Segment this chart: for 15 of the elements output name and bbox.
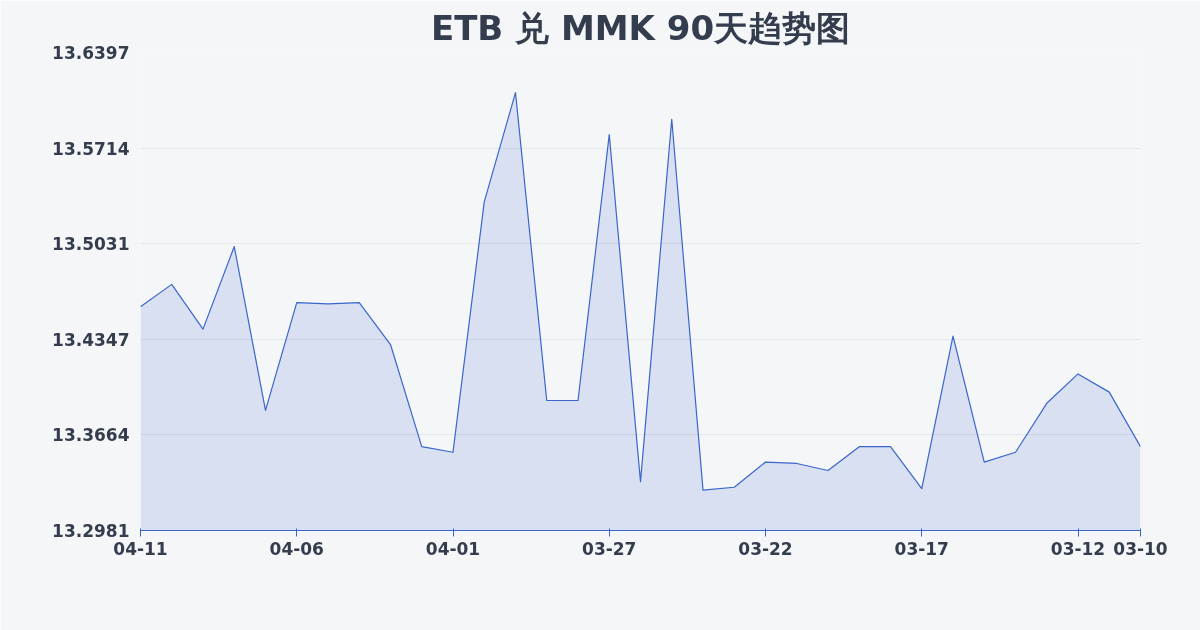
y-tick-label: 13.5714 (52, 138, 130, 159)
x-tick-label: 04-01 (425, 538, 481, 559)
chart-title: ETB 兑 MMK 90天趋势图 (430, 7, 851, 48)
y-tick-label: 13.6397 (52, 43, 130, 63)
x-tick-label: 03-17 (894, 538, 949, 559)
x-tick-label: 04-06 (269, 538, 324, 559)
y-tick-label: 13.4347 (52, 329, 130, 350)
x-tick-label: 03-27 (582, 538, 637, 559)
y-tick-label: 13.3664 (52, 425, 130, 446)
y-tick-label: 13.5031 (52, 234, 130, 255)
x-tick-label: 03-22 (738, 538, 793, 559)
x-tick-label: 03-10 (1113, 538, 1168, 559)
x-tick-label: 04-11 (113, 538, 168, 559)
x-tick-label: 03-12 (1050, 538, 1106, 559)
y-tick-label: 13.2981 (52, 521, 130, 541)
